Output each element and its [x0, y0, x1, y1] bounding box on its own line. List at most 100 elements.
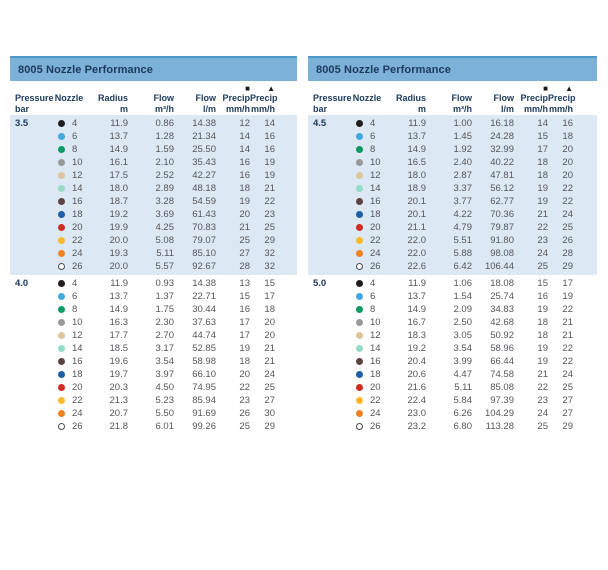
flow-lm-value: 98.08	[490, 248, 514, 259]
precip-square-value: 17	[239, 317, 250, 328]
precip-square-value: 21	[239, 222, 250, 233]
nozzle-color-dot	[356, 211, 363, 218]
precip-triangle-value: 29	[264, 421, 275, 432]
flow-m3h-value: 5.57	[155, 261, 175, 272]
precip-triangle-value: 32	[264, 248, 275, 259]
radius-value: 13.7	[109, 131, 129, 142]
nozzle-number: 14	[370, 343, 381, 354]
flow-m3h-value: 5.50	[155, 408, 175, 419]
radius-value: 21.3	[109, 395, 129, 406]
precip-square-value: 25	[239, 421, 250, 432]
precip-square-value: 28	[239, 261, 250, 272]
precip-square-value: 16	[239, 170, 250, 181]
precip-square-value: 18	[537, 157, 548, 168]
flow-m3h-value: 5.23	[155, 395, 175, 406]
precip-triangle-value: 19	[264, 157, 275, 168]
nozzle-number: 12	[370, 330, 381, 341]
column-headers: Pressure bar Nozzle Radius m Flow m³/h F…	[10, 81, 278, 115]
nozzle-color-dot	[58, 120, 65, 127]
flow-m3h-value: 1.75	[155, 304, 175, 315]
table-row: 20 21.1 4.79 79.87 22 25	[308, 221, 573, 234]
nozzle-number: 8	[72, 304, 78, 315]
nozzle-performance-table-right: 8005 Nozzle Performance Pressure bar Noz…	[308, 56, 597, 435]
table-row: 10 16.7 2.50 42.68 18 21	[308, 316, 573, 329]
flow-lm-value: 85.94	[192, 395, 216, 406]
flow-m3h-value: 0.86	[155, 118, 175, 129]
flow-m3h-value: 1.45	[453, 131, 473, 142]
flow-lm-value: 66.44	[490, 356, 514, 367]
precip-square-value: 16	[537, 291, 548, 302]
nozzle-color-dot	[58, 319, 65, 326]
precip-triangle-value: 25	[264, 222, 275, 233]
nozzle-cell: 22	[46, 234, 92, 247]
precip-square-value: 17	[239, 330, 250, 341]
nozzle-number: 18	[370, 369, 381, 380]
table-row: 14 18.9 3.37 56.12 19 22	[308, 182, 573, 195]
radius-value: 22.0	[407, 248, 427, 259]
flow-lm-value: 58.98	[192, 356, 216, 367]
radius-value: 13.7	[407, 291, 427, 302]
column-header-nozzle: Nozzle	[352, 93, 382, 103]
nozzle-cell: 12	[344, 169, 390, 182]
table-row: 24 19.3 5.11 85.10 27 32	[10, 247, 275, 260]
nozzle-color-dot	[356, 319, 363, 326]
nozzle-cell: 4	[344, 117, 390, 130]
flow-m3h-value: 3.28	[155, 196, 175, 207]
radius-value: 19.7	[109, 369, 129, 380]
nozzle-number: 24	[370, 248, 381, 259]
column-header-flow-lm: Flow l/m	[493, 93, 515, 114]
table-row: 16 20.1 3.77 62.77 19 22	[308, 195, 573, 208]
nozzle-color-dot	[356, 306, 363, 313]
nozzle-number: 26	[72, 261, 83, 272]
table-row: 26 21.8 6.01 99.26 25 29	[10, 420, 275, 433]
precip-square-value: 19	[239, 196, 250, 207]
nozzle-cell: 8	[46, 143, 92, 156]
flow-m3h-value: 3.54	[155, 356, 175, 367]
nozzle-cell: 20	[46, 221, 92, 234]
flow-m3h-value: 5.11	[156, 248, 174, 259]
radius-value: 18.0	[407, 170, 427, 181]
flow-m3h-value: 5.84	[453, 395, 473, 406]
precip-square-value: 19	[239, 343, 250, 354]
nozzle-cell: 4	[46, 117, 92, 130]
precip-triangle-value: 27	[264, 395, 275, 406]
radius-value: 17.5	[109, 170, 129, 181]
precip-triangle-value: 28	[562, 248, 573, 259]
precip-square-value: 23	[239, 395, 250, 406]
nozzle-number: 24	[370, 408, 381, 419]
nozzle-number: 4	[370, 278, 376, 289]
table-row: 4.0 4 11.9 0.93 14.38 13 15	[10, 277, 275, 290]
precip-triangle-value: 20	[562, 170, 573, 181]
nozzle-number: 22	[370, 395, 381, 406]
radius-value: 22.4	[407, 395, 427, 406]
column-header-radius: Radius m	[395, 93, 426, 114]
flow-lm-value: 14.38	[192, 118, 216, 129]
nozzle-number: 22	[370, 235, 381, 246]
table-row: 8 14.9 1.92 32.99 17 20	[308, 143, 573, 156]
nozzle-cell: 22	[344, 234, 390, 247]
nozzle-number: 4	[370, 118, 376, 129]
pressure-value: 4.0	[15, 278, 29, 289]
flow-m3h-value: 3.37	[453, 183, 473, 194]
nozzle-number: 6	[370, 291, 376, 302]
nozzle-cell: 24	[46, 407, 92, 420]
radius-value: 23.0	[407, 408, 427, 419]
nozzle-color-dot	[58, 384, 65, 391]
nozzle-color-dot	[58, 211, 65, 218]
precip-square-value: 25	[537, 261, 548, 272]
precip-square-value: 16	[239, 157, 250, 168]
precip-triangle-value: 25	[562, 222, 573, 233]
radius-value: 18.9	[407, 183, 427, 194]
precip-square-value: 18	[537, 317, 548, 328]
precip-triangle-value: 29	[562, 261, 573, 272]
precip-triangle-value: 22	[562, 356, 573, 367]
flow-m3h-value: 0.93	[155, 278, 175, 289]
table-row: 8 14.9 1.75 30.44 16 18	[10, 303, 275, 316]
precip-triangle-value: 29	[264, 235, 275, 246]
pressure-value: 4.5	[313, 118, 327, 129]
nozzle-color-dot	[356, 120, 363, 127]
flow-m3h-value: 2.40	[453, 157, 473, 168]
nozzle-color-dot	[58, 397, 65, 404]
table-row: 20 21.6 5.11 85.08 22 25	[308, 381, 573, 394]
column-header-precip-square: ■ Precip mm/h	[514, 84, 548, 115]
